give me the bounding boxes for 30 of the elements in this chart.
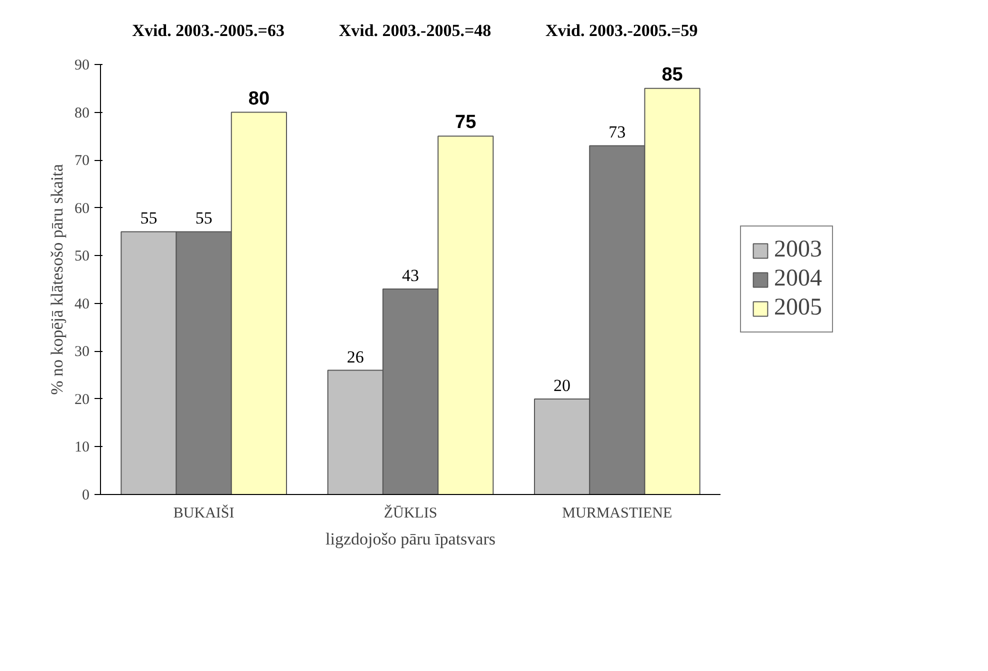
- legend-label: 2005: [774, 294, 822, 322]
- y-tick-label: 0: [82, 488, 90, 504]
- legend-label: 2003: [774, 236, 822, 264]
- y-tick-label: 90: [74, 58, 90, 74]
- y-tick-label: 10: [74, 440, 90, 456]
- data-label: 26: [346, 347, 364, 366]
- y-tick-label: 30: [74, 344, 90, 360]
- data-label: 73: [608, 122, 626, 142]
- data-label: 55: [140, 208, 158, 228]
- data-label: 20: [554, 376, 571, 395]
- y-tick-label: 50: [74, 248, 90, 265]
- y-axis-title: % no kopējā klātesošo pāru skaita: [48, 164, 66, 395]
- text: Xvid. 2003.-2005.=63: [132, 20, 284, 42]
- y-tick-label: 70: [74, 153, 90, 170]
- data-label: 55: [195, 208, 212, 228]
- data-label: 75: [455, 112, 477, 134]
- data-label: 80: [248, 88, 270, 110]
- x-axis-title: ligzdojošo pāru īpatsvars: [326, 530, 496, 548]
- y-tick-label: 60: [74, 200, 90, 217]
- y-tick-label: 20: [74, 392, 90, 408]
- x-tick-label: ŽŪKLIS: [384, 504, 438, 522]
- y-tick-label: 40: [74, 296, 90, 312]
- y-tick-label: 80: [74, 105, 90, 122]
- data-label: 85: [662, 64, 684, 86]
- text: Xvid. 2003.-2005.=59: [546, 20, 698, 42]
- data-label: 43: [402, 266, 419, 286]
- x-tick-label: BUKAIŠI: [173, 504, 234, 522]
- x-tick-label: MURMASTIENE: [562, 506, 672, 522]
- text: Xvid. 2003.-2005.=48: [338, 20, 492, 42]
- legend-label: 2004: [774, 266, 822, 292]
